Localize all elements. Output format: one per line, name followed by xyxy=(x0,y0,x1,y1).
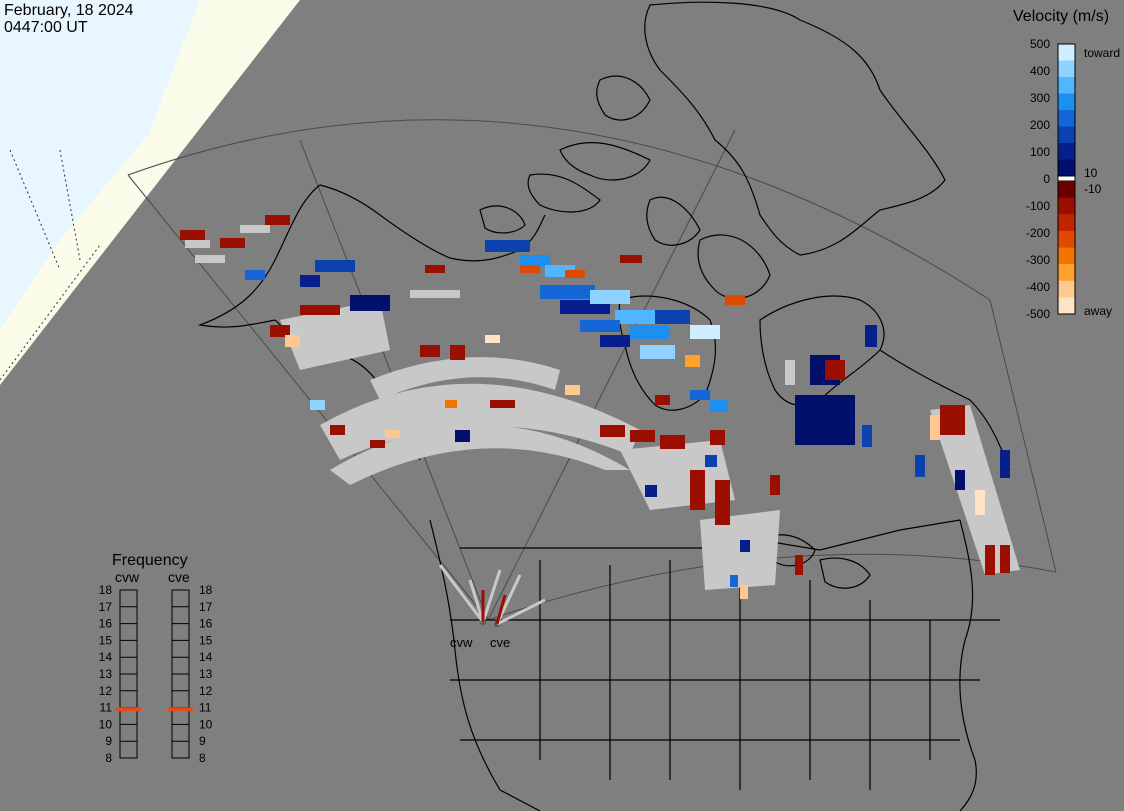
date-label: February, 18 2024 xyxy=(4,2,134,19)
daylight-region xyxy=(0,0,300,385)
frequency-title: Frequency xyxy=(112,552,188,569)
velocity-tick-label: 300 xyxy=(1030,91,1050,105)
frequency-panel: Frequency cvw cve 1817161514131211109818… xyxy=(99,552,213,765)
site-label-cve: cve xyxy=(490,635,510,650)
frequency-tick-label: 8 xyxy=(105,751,112,765)
velocity-swatch-toward xyxy=(1058,77,1075,94)
site-label-cvw: cvw xyxy=(450,635,473,650)
frequency-tick-label: 13 xyxy=(99,667,113,681)
frequency-tick-label: 8 xyxy=(199,751,206,765)
frequency-tick-label: 15 xyxy=(199,633,213,647)
frequency-grid: 18 17 16 15 14 13 12 11 10 9 8 18 17 16 15 14 13 12 11 10 9 8 xyxy=(99,583,213,765)
frequency-tick-label: 16 xyxy=(199,617,213,631)
frequency-tick-label: 9 xyxy=(105,734,112,748)
velocity-swatch-toward xyxy=(1058,60,1075,78)
timestamp-header: February, 18 2024 0447:00 UT xyxy=(4,2,134,36)
velocity-pos10-label: 10 xyxy=(1084,166,1098,180)
velocity-swatch-away xyxy=(1058,197,1075,215)
frequency-tick-label: 16 xyxy=(99,617,113,631)
frequency-tick-label: 12 xyxy=(99,684,113,698)
velocity-bar-away xyxy=(1058,181,1075,315)
velocity-tick-label: 500 xyxy=(1030,37,1050,51)
velocity-away-echoes xyxy=(180,215,1010,599)
velocity-bar-toward xyxy=(1058,44,1075,177)
frequency-marker xyxy=(116,707,141,712)
frequency-tick-label: 17 xyxy=(199,600,213,614)
velocity-toward-echoes xyxy=(245,240,1010,587)
velocity-swatch-toward xyxy=(1058,159,1075,177)
velocity-swatch-toward xyxy=(1058,110,1075,127)
velocity-swatch-away xyxy=(1058,280,1075,298)
frequency-tick-label: 12 xyxy=(199,684,213,698)
velocity-legend: Velocity (m/s) 500 400 300 200 100 0 -100 -200 -… xyxy=(1013,8,1120,321)
frequency-tick-label: 14 xyxy=(99,650,113,664)
frequency-tick-label: 14 xyxy=(199,650,213,664)
velocity-swatch-away xyxy=(1058,247,1075,265)
velocity-legend-title: Velocity (m/s) xyxy=(1013,8,1109,25)
frequency-tick-label: 11 xyxy=(100,701,113,715)
velocity-tick-label: 400 xyxy=(1030,64,1050,78)
frequency-tick-label: 18 xyxy=(199,583,213,597)
velocity-tick-label: -100 xyxy=(1026,199,1050,213)
velocity-away-label: away xyxy=(1084,304,1112,318)
velocity-tick-label: -500 xyxy=(1026,307,1050,321)
velocity-swatch-away xyxy=(1058,264,1075,282)
velocity-swatch-away xyxy=(1058,297,1075,315)
velocity-tick-label: 200 xyxy=(1030,118,1050,132)
velocity-swatch-toward xyxy=(1058,93,1075,111)
velocity-swatch-away xyxy=(1058,181,1075,199)
frequency-tick-label: 18 xyxy=(99,583,113,597)
radar-sites: cvw cve xyxy=(438,564,546,650)
frequency-column-cvw: cvw xyxy=(115,569,140,585)
velocity-tick-label: 0 xyxy=(1043,172,1050,186)
velocity-tick-labels: 500 400 300 200 100 0 -100 -200 -300 -400 -500 xyxy=(1026,37,1050,321)
velocity-neg10-label: -10 xyxy=(1084,182,1102,196)
velocity-swatch-toward xyxy=(1058,44,1075,61)
velocity-tick-label: -400 xyxy=(1026,280,1050,294)
velocity-tick-label: -200 xyxy=(1026,226,1050,240)
coastlines xyxy=(197,1,1011,811)
velocity-swatch-away xyxy=(1058,230,1075,248)
frequency-tick-label: 9 xyxy=(199,734,206,748)
velocity-tick-label: -300 xyxy=(1026,253,1050,267)
velocity-zero-band xyxy=(1057,175,1076,182)
velocity-toward-label: toward xyxy=(1084,46,1120,60)
velocity-swatch-toward xyxy=(1058,143,1075,160)
frequency-tick-label: 13 xyxy=(199,667,213,681)
frequency-tick-label: 17 xyxy=(99,600,113,614)
velocity-swatch-away xyxy=(1058,214,1075,232)
ground-scatter xyxy=(185,225,1020,590)
frequency-tick-label: 15 xyxy=(99,633,113,647)
time-label: 0447:00 UT xyxy=(4,19,88,36)
velocity-swatch-toward xyxy=(1058,126,1075,144)
frequency-marker xyxy=(168,707,193,712)
frequency-tick-label: 10 xyxy=(199,717,213,731)
frequency-column-cve: cve xyxy=(168,569,190,585)
velocity-tick-label: 100 xyxy=(1030,145,1050,159)
frequency-tick-label: 10 xyxy=(99,717,113,731)
frequency-tick-label: 11 xyxy=(199,701,212,715)
